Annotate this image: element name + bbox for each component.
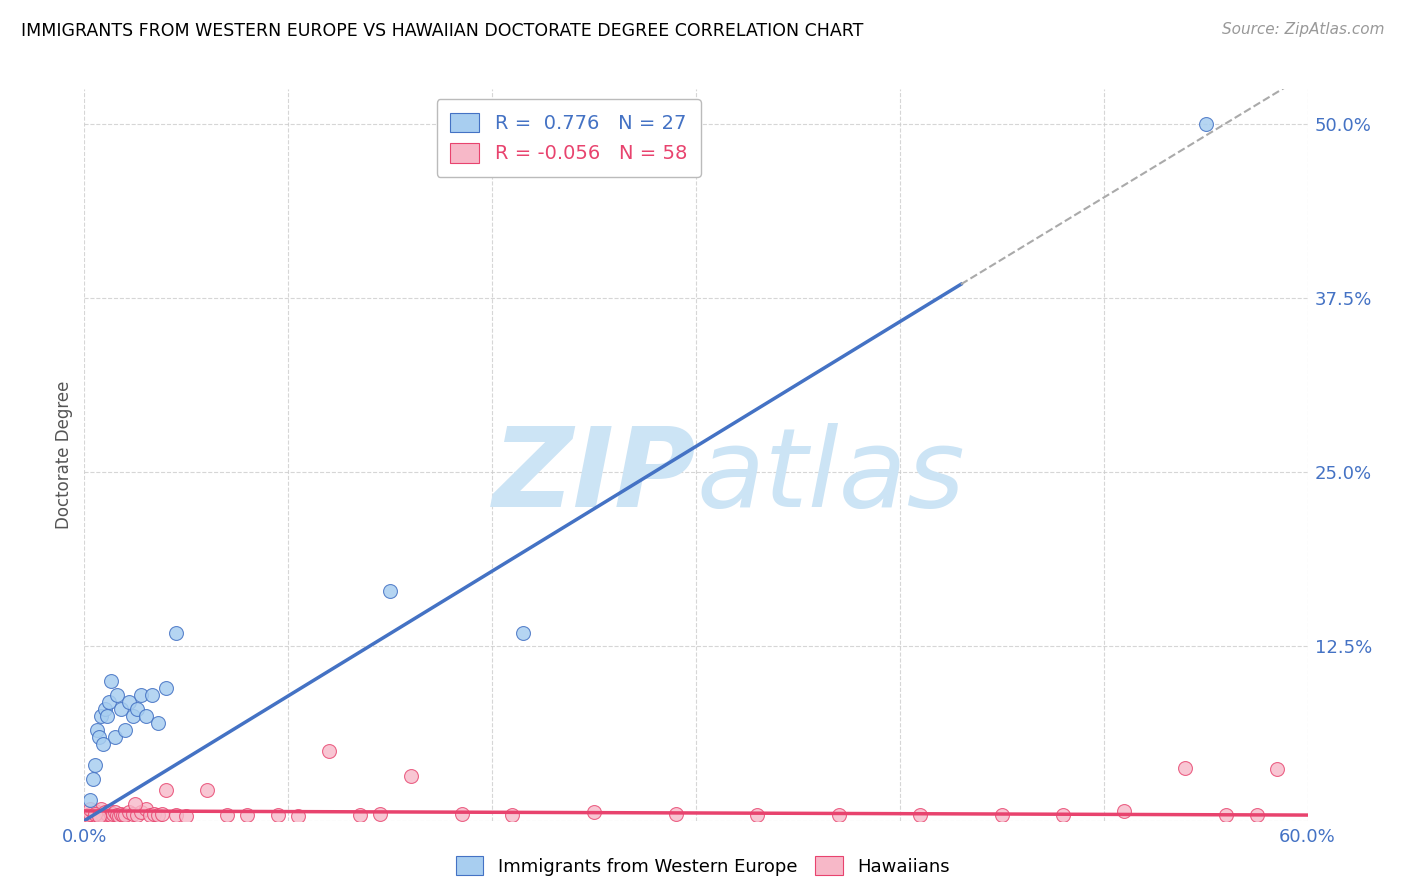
Point [368, 806, 391, 821]
Point [583, 805, 606, 820]
Point [146, 808, 169, 822]
Point [910, 808, 932, 822]
Point [87, 809, 110, 823]
Point [82, 772, 104, 786]
Point [217, 808, 239, 822]
Point [105, 688, 128, 702]
Point [83, 806, 105, 821]
Point [146, 716, 169, 731]
Point [747, 808, 769, 822]
Point [77, 808, 100, 822]
Point [665, 806, 688, 821]
Point [287, 809, 309, 823]
Point [131, 805, 153, 820]
Point [110, 806, 132, 821]
Point [86, 723, 108, 737]
Point [114, 808, 136, 822]
Text: Source: ZipAtlas.com: Source: ZipAtlas.com [1222, 22, 1385, 37]
Point [195, 783, 218, 797]
Point [101, 806, 124, 821]
Legend: R =  0.776   N = 27, R = -0.056   N = 58: R = 0.776 N = 27, R = -0.056 N = 58 [437, 99, 702, 177]
Point [104, 805, 127, 820]
Point [1174, 761, 1197, 775]
Point [118, 695, 141, 709]
Point [176, 809, 198, 823]
Point [141, 688, 163, 702]
Point [82, 805, 104, 820]
Point [267, 808, 290, 822]
Point [124, 797, 146, 811]
Point [1052, 808, 1074, 822]
Point [93, 805, 117, 820]
Point [127, 702, 149, 716]
Point [86, 806, 108, 821]
Legend: Immigrants from Western Europe, Hawaiians: Immigrants from Western Europe, Hawaiian… [449, 849, 957, 883]
Text: atlas: atlas [696, 424, 965, 531]
Point [93, 702, 117, 716]
Point [450, 806, 472, 821]
Point [112, 808, 135, 822]
Point [87, 808, 110, 822]
Point [318, 744, 340, 758]
Point [512, 625, 534, 640]
Point [1195, 117, 1218, 131]
Point [131, 688, 153, 702]
Point [87, 730, 110, 744]
Point [991, 808, 1014, 822]
Point [97, 804, 120, 818]
Point [118, 805, 141, 820]
Point [155, 681, 177, 696]
Point [828, 808, 851, 822]
Point [83, 804, 105, 818]
Point [138, 808, 160, 822]
Text: ZIP: ZIP [492, 424, 696, 531]
Point [91, 737, 114, 751]
Point [502, 808, 524, 822]
Point [127, 808, 149, 822]
Point [110, 702, 132, 716]
Point [1215, 808, 1237, 822]
Point [165, 808, 187, 822]
Point [236, 808, 259, 822]
Point [100, 808, 122, 822]
Y-axis label: Doctorate Degree: Doctorate Degree [55, 381, 73, 529]
Point [165, 625, 187, 640]
Point [96, 806, 118, 821]
Point [108, 809, 131, 823]
Point [135, 803, 157, 817]
Point [114, 723, 136, 737]
Point [1265, 762, 1288, 776]
Point [349, 808, 371, 822]
Point [1246, 808, 1268, 822]
Point [91, 809, 114, 823]
Point [105, 808, 128, 822]
Point [142, 806, 165, 821]
Point [399, 769, 422, 783]
Point [79, 793, 101, 807]
Point [155, 783, 177, 797]
Point [122, 806, 145, 821]
Point [150, 806, 173, 821]
Point [79, 806, 101, 821]
Point [1114, 804, 1136, 818]
Point [90, 803, 112, 817]
Point [97, 695, 120, 709]
Point [96, 709, 118, 723]
Point [100, 674, 122, 689]
Point [104, 730, 127, 744]
Text: IMMIGRANTS FROM WESTERN EUROPE VS HAWAIIAN DOCTORATE DEGREE CORRELATION CHART: IMMIGRANTS FROM WESTERN EUROPE VS HAWAII… [21, 22, 863, 40]
Point [135, 709, 157, 723]
Point [79, 803, 101, 817]
Point [380, 583, 402, 598]
Point [122, 709, 145, 723]
Point [90, 709, 112, 723]
Point [83, 758, 105, 772]
